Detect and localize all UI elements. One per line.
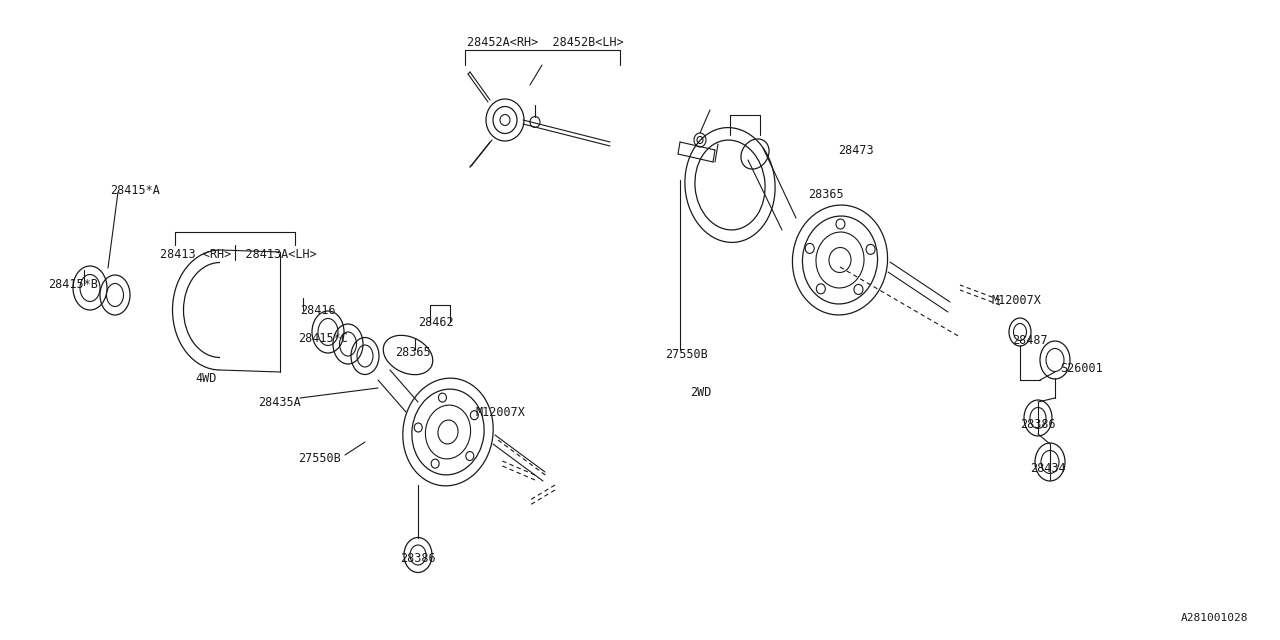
Text: 28415*B: 28415*B — [49, 278, 97, 291]
Text: 28415*C: 28415*C — [298, 332, 348, 344]
Text: M12007X: M12007X — [992, 294, 1042, 307]
Text: 27550B: 27550B — [666, 349, 708, 362]
Text: 28416: 28416 — [300, 303, 335, 317]
Text: 28415*A: 28415*A — [110, 184, 160, 196]
Text: 28452A<RH>  28452B<LH>: 28452A<RH> 28452B<LH> — [467, 35, 623, 49]
Text: 28413 <RH>  28413A<LH>: 28413 <RH> 28413A<LH> — [160, 248, 316, 262]
Text: M12007X: M12007X — [475, 406, 525, 419]
Text: 4WD: 4WD — [195, 371, 216, 385]
Text: 28386: 28386 — [1020, 419, 1056, 431]
Text: 28487: 28487 — [1012, 333, 1047, 346]
Text: 2WD: 2WD — [690, 385, 712, 399]
Text: 28435A: 28435A — [259, 397, 301, 410]
Text: 28386: 28386 — [401, 552, 435, 564]
Text: 28365: 28365 — [396, 346, 430, 358]
Text: 28365: 28365 — [808, 189, 844, 202]
Text: 28434: 28434 — [1030, 461, 1066, 474]
Text: 28462: 28462 — [419, 316, 453, 328]
Text: A281001028: A281001028 — [1180, 613, 1248, 623]
Text: S26001: S26001 — [1060, 362, 1103, 374]
Text: 28473: 28473 — [838, 143, 874, 157]
Text: 27550B: 27550B — [298, 451, 340, 465]
